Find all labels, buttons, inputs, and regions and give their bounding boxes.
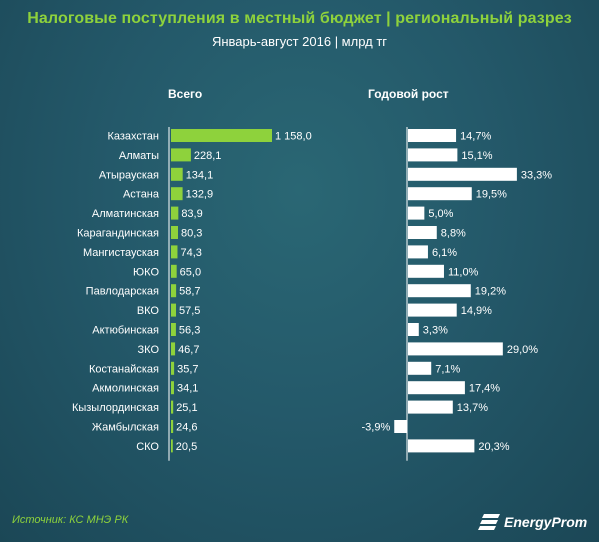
total-bar xyxy=(171,167,183,181)
growth-value-label: 19,5% xyxy=(476,189,507,201)
category-label: Атырауская xyxy=(99,169,159,181)
category-label: ЮКО xyxy=(133,266,159,278)
growth-value-label: 14,9% xyxy=(461,305,492,317)
total-value-label: 228,1 xyxy=(194,150,222,162)
growth-value-label: 15,1% xyxy=(461,150,492,162)
growth-value-label: 20,3% xyxy=(478,441,509,453)
total-value-label: 34,1 xyxy=(177,383,198,395)
growth-value-label: -3,9% xyxy=(361,422,390,434)
total-value-label: 25,1 xyxy=(176,402,197,414)
total-value-label: 65,0 xyxy=(180,266,201,278)
category-label: ЗКО xyxy=(138,344,160,356)
total-value-label: 83,9 xyxy=(181,208,202,220)
total-bar xyxy=(171,303,177,317)
total-bar xyxy=(171,187,183,201)
growth-bar xyxy=(408,284,471,298)
growth-bar xyxy=(408,226,437,239)
total-value-label: 24,6 xyxy=(176,422,197,434)
total-bar xyxy=(171,381,174,395)
growth-value-label: 14,7% xyxy=(460,131,491,143)
growth-value-label: 3,3% xyxy=(423,325,448,337)
total-bar xyxy=(171,361,175,375)
total-bar xyxy=(171,264,177,278)
total-bar xyxy=(171,400,174,414)
growth-bar xyxy=(408,264,444,278)
column-header-growth: Годовой рост xyxy=(368,87,449,101)
total-bar xyxy=(171,206,179,220)
total-bar xyxy=(171,342,176,356)
growth-value-label: 29,0% xyxy=(507,344,538,356)
growth-bar xyxy=(408,148,458,162)
growth-value-label: 13,7% xyxy=(457,402,488,414)
category-label: Жамбылская xyxy=(92,422,159,434)
total-bar xyxy=(171,323,176,336)
growth-value-label: 5,0% xyxy=(428,208,453,220)
total-bar xyxy=(171,420,174,433)
growth-value-label: 8,8% xyxy=(441,228,466,240)
total-bar xyxy=(171,284,177,298)
category-label: Карагандинская xyxy=(77,228,159,240)
growth-value-label: 17,4% xyxy=(469,383,500,395)
growth-bar xyxy=(408,303,457,317)
total-bar xyxy=(171,226,179,239)
category-label: Алматы xyxy=(119,150,159,162)
growth-bar xyxy=(408,167,517,181)
total-value-label: 132,9 xyxy=(186,189,214,201)
growth-bar xyxy=(408,323,419,336)
logo-text: EnergyProm xyxy=(504,514,588,530)
total-value-label: 80,3 xyxy=(181,228,202,240)
total-value-label: 35,7 xyxy=(177,363,198,375)
category-label: Павлодарская xyxy=(86,286,159,298)
growth-bar xyxy=(408,439,475,453)
total-bar xyxy=(171,129,272,142)
total-bar xyxy=(171,148,191,162)
total-value-label: 56,3 xyxy=(179,325,200,337)
logo: EnergyProm xyxy=(478,510,590,534)
growth-bar xyxy=(408,187,472,201)
growth-bar xyxy=(408,245,428,259)
total-value-label: 57,5 xyxy=(179,305,200,317)
growth-bar xyxy=(408,129,457,142)
category-label: Астана xyxy=(123,189,160,201)
chart-title: Налоговые поступления в местный бюджет |… xyxy=(27,10,572,27)
category-label: Казахстан xyxy=(107,131,159,143)
growth-value-label: 7,1% xyxy=(435,363,460,375)
category-label: Алматинская xyxy=(92,208,159,220)
total-value-label: 1 158,0 xyxy=(275,131,312,143)
growth-bar xyxy=(408,342,503,356)
growth-bar xyxy=(408,381,465,395)
growth-value-label: 6,1% xyxy=(432,247,457,259)
total-value-label: 134,1 xyxy=(186,169,214,181)
growth-bar xyxy=(394,420,407,433)
column-header-total: Всего xyxy=(168,87,203,101)
category-label: Костанайская xyxy=(89,363,159,375)
growth-value-label: 11,0% xyxy=(448,266,479,278)
category-label: Кызылординская xyxy=(72,402,159,414)
total-value-label: 74,3 xyxy=(180,247,201,259)
growth-bar xyxy=(408,361,432,375)
category-label: СКО xyxy=(136,441,159,453)
category-label: ВКО xyxy=(137,305,160,317)
total-value-label: 20,5 xyxy=(176,441,197,453)
growth-value-label: 19,2% xyxy=(475,286,506,298)
total-value-label: 58,7 xyxy=(179,286,200,298)
growth-value-label: 33,3% xyxy=(521,169,552,181)
energyprom-logo-icon xyxy=(478,514,500,530)
total-bar xyxy=(171,245,178,259)
chart-subtitle: Январь-август 2016 | млрд тг xyxy=(211,34,388,49)
category-label: Акмолинская xyxy=(92,383,159,395)
category-label: Мангистауская xyxy=(83,247,159,259)
source-note: Источник: КС МНЭ РК xyxy=(12,514,129,526)
total-bar xyxy=(171,439,173,453)
total-value-label: 46,7 xyxy=(178,344,199,356)
growth-bar xyxy=(408,400,453,414)
growth-bar xyxy=(408,206,425,220)
category-label: Актюбинская xyxy=(92,325,159,337)
